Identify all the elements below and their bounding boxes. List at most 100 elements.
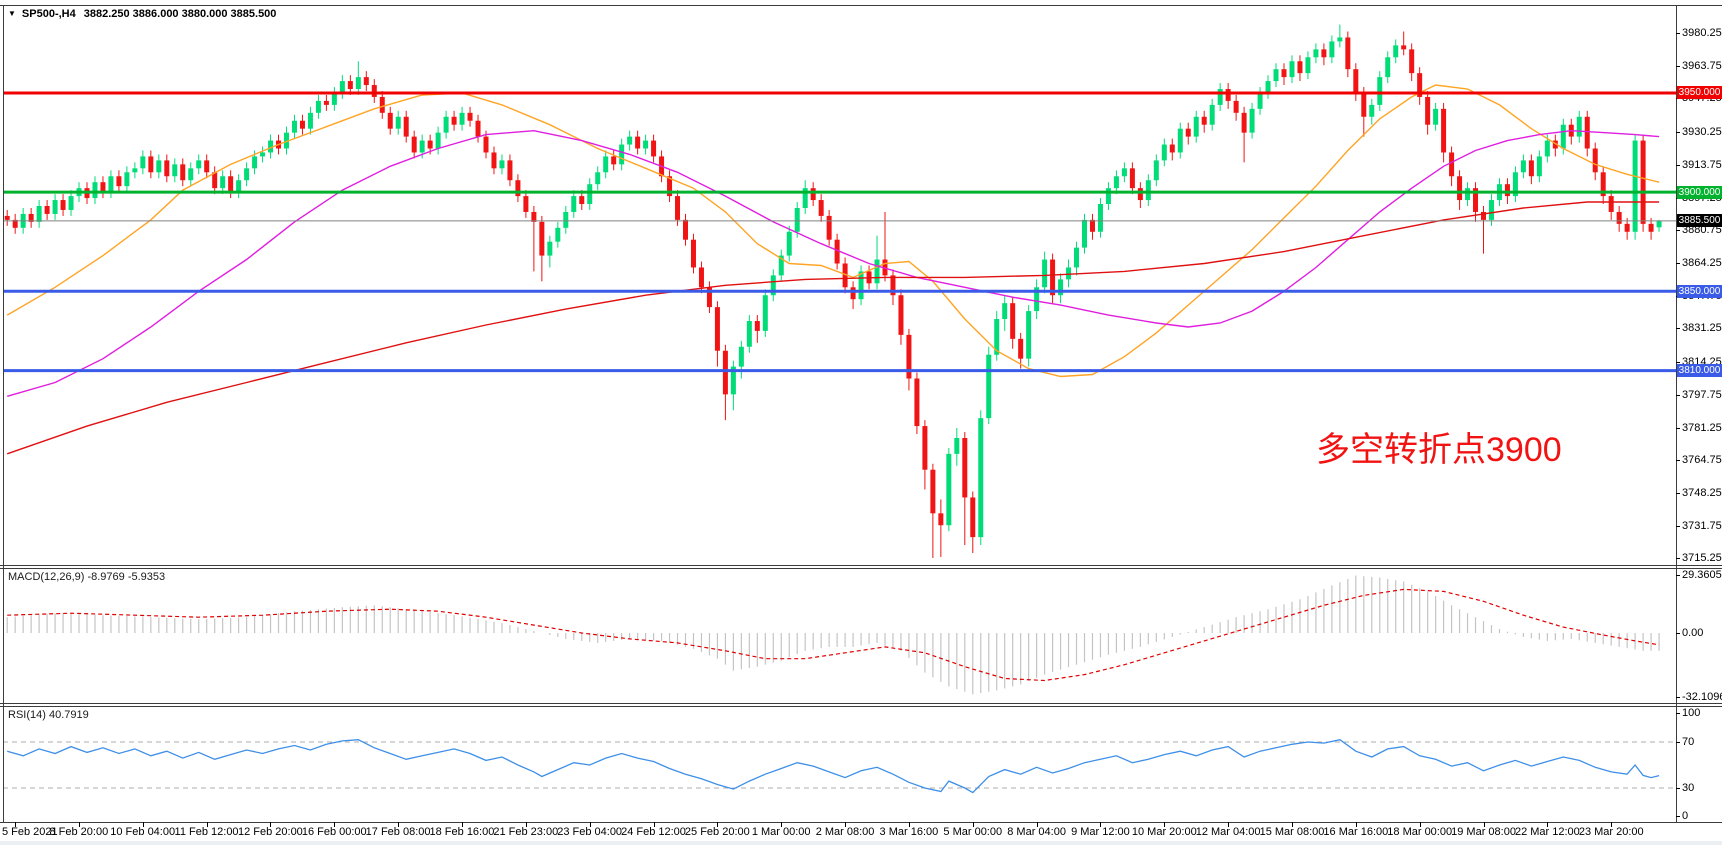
candle-body (140, 156, 146, 169)
price-axis-tick (1676, 558, 1680, 560)
candle-body (818, 200, 824, 216)
candle-body (483, 136, 489, 153)
candle-body (914, 378, 920, 427)
candle-body (1385, 57, 1391, 78)
candle-body (1026, 311, 1032, 359)
candle-body (651, 140, 657, 157)
macd-axis-label: 0.00 (1682, 627, 1704, 639)
price-axis-zone[interactable] (1676, 5, 1722, 822)
candle-body (1289, 61, 1295, 78)
candle-body (1034, 287, 1040, 312)
candle-body (268, 140, 274, 153)
candle-body (28, 213, 34, 222)
macd-panel (6, 575, 1660, 695)
panel-separator[interactable] (0, 706, 1722, 707)
candle-body (539, 221, 545, 256)
time-axis-tick (1164, 822, 1166, 827)
candle-body (1297, 61, 1303, 74)
candle-body (802, 188, 808, 208)
candle-body (1161, 144, 1167, 161)
time-axis-label: 10 Mar 20:00 (1131, 826, 1197, 838)
candle-body (1560, 124, 1566, 149)
candle-body (619, 144, 625, 165)
candle-body (794, 207, 800, 232)
candle-body (1201, 116, 1207, 125)
candle-body (1241, 112, 1247, 133)
candle-body (1169, 144, 1175, 153)
time-axis-label: 5 Mar 00:00 (943, 826, 1003, 838)
panel-separator[interactable] (0, 568, 1722, 569)
candle-body (1329, 41, 1335, 58)
candle-body (315, 100, 321, 113)
time-axis-label: 21 Feb 23:00 (493, 826, 559, 838)
rsi-axis-tick (1676, 742, 1680, 743)
candle-body (1249, 108, 1255, 133)
candle-body (643, 140, 649, 149)
candle-body (260, 152, 266, 157)
macd-indicator-label: MACD(12,26,9) -8.9769 -5.9353 (8, 571, 166, 583)
time-axis-label: 22 Mar 12:00 (1514, 826, 1580, 838)
candle-body (986, 354, 992, 419)
rsi-axis-label: 0 (1682, 810, 1689, 822)
candle-body (770, 275, 776, 296)
rsi-axis-tick (1676, 788, 1680, 789)
candle-body (1113, 176, 1119, 189)
candle-body (220, 176, 226, 189)
candle-body (850, 287, 856, 300)
time-axis-label: 11 Feb 12:00 (174, 826, 239, 838)
price-axis-tick (1676, 493, 1680, 494)
candle-body (1656, 220, 1662, 228)
macd-axis-tick (1676, 574, 1680, 576)
price-axis-label: 3731.750 (1682, 519, 1722, 532)
candle-body (698, 267, 704, 288)
candle-body (826, 215, 832, 240)
price-badge: 3885.500 (1677, 214, 1722, 228)
time-axis-zone[interactable] (0, 822, 1676, 842)
candle-body (1624, 223, 1630, 232)
price-axis-label: 3864.250 (1682, 257, 1722, 269)
time-axis-tick (717, 822, 719, 827)
candle-body (1632, 140, 1638, 232)
candle-body (1449, 152, 1455, 177)
time-axis-label: 16 Feb 00:00 (301, 826, 367, 838)
candle-body (954, 437, 960, 454)
candle-body (1528, 160, 1534, 177)
time-axis-label: 8 Mar 04:00 (1007, 826, 1066, 838)
panel-separator[interactable] (0, 565, 1722, 566)
candle-body (1616, 211, 1622, 224)
candle-body (587, 184, 593, 205)
candle-body (1377, 77, 1383, 105)
rsi-axis-tick (1676, 713, 1680, 714)
time-axis-tick (1419, 822, 1421, 827)
candle-body (730, 366, 736, 395)
time-axis-line (0, 822, 1722, 823)
time-axis-label: 19 Mar 08:00 (1451, 826, 1516, 838)
candle-body (1640, 140, 1646, 224)
candle-body (1425, 96, 1431, 125)
candle-body (291, 120, 297, 133)
time-axis-tick (142, 822, 144, 827)
candle-body (323, 100, 329, 105)
candle-body (890, 275, 896, 296)
candle-body (778, 255, 784, 276)
candle-body (188, 168, 194, 181)
candle-body (435, 132, 441, 149)
price-axis-tick (1676, 394, 1680, 396)
candle-body (1089, 219, 1095, 232)
candle-body (627, 136, 633, 145)
time-axis-tick (1483, 822, 1485, 827)
price-axis-label: 3930.250 (1682, 126, 1722, 139)
panel-separator[interactable] (0, 703, 1722, 704)
candle-body (451, 116, 457, 125)
time-axis-tick (589, 822, 591, 827)
candle-body (1536, 156, 1542, 177)
time-axis-label: 12 Mar 04:00 (1195, 826, 1261, 838)
rsi-axis-label: 30 (1682, 782, 1695, 794)
time-axis-tick (1228, 822, 1230, 827)
dropdown-triangle-icon[interactable]: ▼ (8, 9, 16, 18)
candle-body (1313, 49, 1319, 58)
candle-body (172, 164, 178, 177)
candle-body (1481, 211, 1486, 220)
